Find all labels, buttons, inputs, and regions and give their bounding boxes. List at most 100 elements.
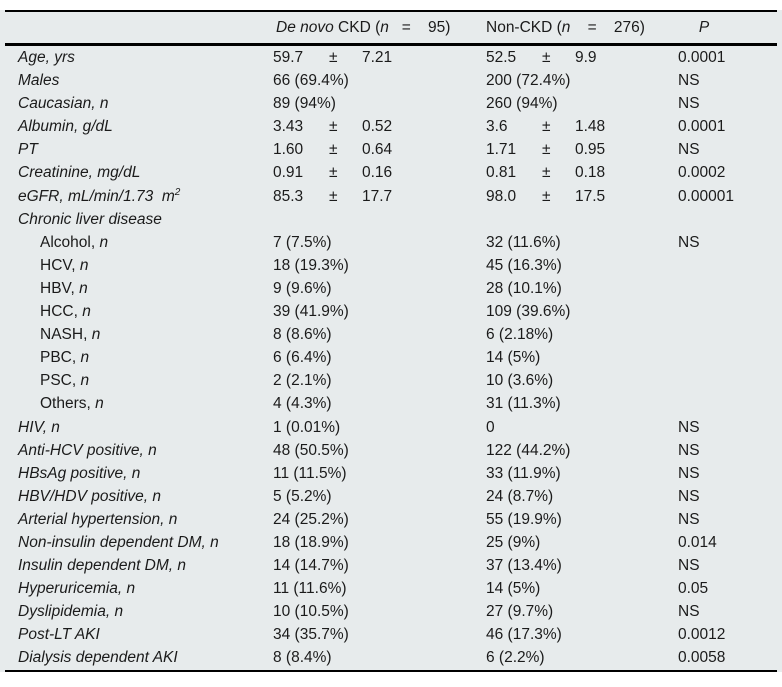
plus-minus-symbol: ±: [329, 49, 338, 66]
non-ckd-value: 28 (10.1%): [486, 279, 562, 297]
row-label: Non-insulin dependent DM, n: [18, 533, 219, 551]
table-row: Dyslipidemia, n 10 (10.5%) 27 (9.7%) NS: [0, 600, 782, 623]
table-row: Creatinine, mg/dL 0.91 ±0.16 0.81 ±0.18 0.000…: [0, 161, 782, 184]
row-label: Chronic liver disease: [18, 210, 162, 228]
row-label: PT: [18, 141, 38, 159]
plus-minus-symbol: ±: [329, 164, 338, 182]
plus-minus-symbol: ±: [329, 118, 338, 136]
header-p-value: P: [698, 19, 710, 36]
de-novo-ckd-value: 9 (9.6%): [273, 279, 332, 297]
row-label: Anti-HCV positive, n: [18, 441, 157, 459]
p-value: NS: [678, 95, 700, 113]
header-de-novo-italic: De novo: [276, 19, 334, 36]
sd-value: 0.95: [575, 141, 606, 159]
table-row: Hyperuricemia, n 11 (11.6%) 14 (5%) 0.05: [0, 577, 782, 600]
p-value: NS: [678, 510, 700, 528]
table-top-rule: [5, 10, 777, 12]
de-novo-ckd-value: 18 (19.3%): [273, 256, 349, 274]
mean-value: 1.60: [273, 141, 304, 159]
p-value: 0.0001: [678, 118, 726, 136]
row-label-n: n: [79, 256, 89, 274]
mean-value: 85.3: [273, 187, 304, 205]
p-value: 0.014: [678, 533, 717, 551]
table-bottom-rule: [5, 670, 777, 672]
p-value: 0.05: [678, 580, 709, 598]
de-novo-ckd-value: 11 (11.5%): [273, 464, 347, 482]
plus-minus-symbol: ±: [542, 187, 551, 205]
p-value: NS: [678, 464, 700, 482]
table-background: [0, 10, 782, 672]
table-row: HBV, n 9 (9.6%) 28 (10.1%): [0, 277, 782, 300]
row-label: PSC, n: [40, 372, 90, 390]
p-value: 0.0002: [678, 164, 726, 182]
de-novo-ckd-value: 8 (8.6%): [273, 326, 332, 344]
row-label: PBC, n: [40, 349, 90, 367]
table-row: Post-LT AKI 34 (35.7%) 46 (17.3%) 0.0012: [0, 623, 782, 646]
mean-value: 98.0: [486, 187, 517, 205]
non-ckd-value: 14 (5%): [486, 349, 541, 367]
row-label: HBV, n: [40, 279, 88, 297]
de-novo-ckd-value: 3.43 ±0.52: [273, 115, 392, 138]
row-label: HBsAg positive, n: [18, 464, 141, 482]
table-row: Chronic liver disease: [0, 208, 782, 231]
header-de-novo-ckd: De novo CKD (n = 95): [276, 13, 450, 43]
de-novo-ckd-value: 85.3 ±17.7: [273, 185, 392, 208]
row-label: Hyperuricemia, n: [18, 580, 136, 598]
row-label: Insulin dependent DM, n: [18, 557, 187, 575]
p-value: 0.00001: [678, 187, 735, 205]
row-label: Others, n: [40, 395, 104, 413]
non-ckd-value: 37 (13.4%): [486, 557, 562, 575]
de-novo-ckd-value: 5 (5.2%): [273, 487, 332, 505]
plus-minus-symbol: ±: [329, 141, 338, 159]
non-ckd-value: 55 (19.9%): [486, 510, 562, 528]
plus-minus-symbol: ±: [542, 49, 551, 66]
non-ckd-value: 260 (94%): [486, 95, 558, 113]
non-ckd-value: 6 (2.2%): [486, 649, 545, 667]
non-ckd-value: 46 (17.3%): [486, 626, 562, 644]
row-label: HCV, n: [40, 256, 89, 274]
p-value: NS: [678, 418, 700, 436]
de-novo-ckd-value: 7 (7.5%): [273, 233, 332, 251]
de-novo-ckd-value: 0.91 ±0.16: [273, 161, 392, 184]
table-row: HBV/HDV positive, n 5 (5.2%) 24 (8.7%) NS: [0, 485, 782, 508]
row-label: Creatinine, mg/dL: [18, 164, 141, 182]
sd-value: 0.52: [362, 118, 393, 136]
row-label: Arterial hypertension, n: [18, 510, 178, 528]
non-ckd-value: 52.5 ±9.9: [486, 46, 597, 69]
table-row: Others, n 4 (4.3%) 31 (11.3%): [0, 392, 782, 415]
sd-value: 7.21: [362, 49, 393, 66]
header-non-ckd: Non-CKD (n = 276): [486, 13, 645, 43]
de-novo-ckd-value: 1 (0.01%): [273, 418, 341, 436]
de-novo-ckd-value: 10 (10.5%): [273, 603, 349, 621]
row-label-n: n: [82, 303, 91, 321]
non-ckd-value: 45 (16.3%): [486, 256, 562, 274]
row-label: HCC, n: [40, 303, 91, 321]
non-ckd-value: 32 (11.6%): [486, 233, 561, 251]
table-row: Dialysis dependent AKI 8 (8.4%) 6 (2.2%) 0.…: [0, 646, 782, 669]
table-row: eGFR, mL/min/1.73 m2 85.3 ±17.7 98.0 ±17.5 0.…: [0, 185, 782, 208]
non-ckd-value: 14 (5%): [486, 580, 541, 598]
sd-value: 1.48: [575, 118, 606, 136]
p-value: NS: [678, 441, 700, 459]
p-value: NS: [678, 233, 700, 251]
non-ckd-value: 98.0 ±17.5: [486, 185, 605, 208]
mean-value: 3.43: [273, 118, 304, 136]
de-novo-ckd-value: 4 (4.3%): [273, 395, 332, 413]
p-value: NS: [678, 141, 700, 159]
table-row: PT 1.60 ±0.64 1.71 ±0.95 NS: [0, 138, 782, 161]
de-novo-ckd-value: 2 (2.1%): [273, 372, 332, 390]
de-novo-ckd-value: 48 (50.5%): [273, 441, 349, 459]
table-row: Anti-HCV positive, n 48 (50.5%) 122 (44.2%…: [0, 439, 782, 462]
de-novo-ckd-value: 11 (11.6%): [273, 580, 347, 598]
de-novo-ckd-value: 89 (94%): [273, 95, 336, 113]
table-header-row: De novo CKD (n = 95) Non-CKD (n = 276) P: [0, 13, 782, 43]
sd-value: 0.16: [362, 164, 393, 182]
de-novo-ckd-value: 8 (8.4%): [273, 649, 332, 667]
de-novo-ckd-value: 34 (35.7%): [273, 626, 349, 644]
non-ckd-value: 122 (44.2%): [486, 441, 571, 459]
row-label: Dialysis dependent AKI: [18, 649, 178, 667]
row-label: Age, yrs: [18, 49, 75, 66]
mean-value: 59.7: [273, 49, 304, 66]
sd-value: 17.7: [362, 187, 393, 205]
non-ckd-value: 31 (11.3%): [486, 395, 561, 413]
